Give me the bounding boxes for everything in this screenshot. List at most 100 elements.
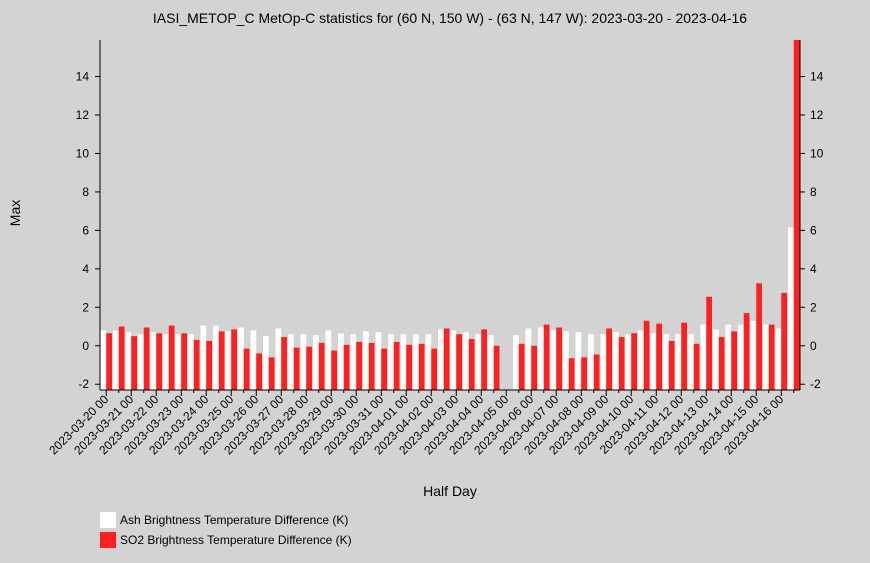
bar <box>625 334 632 390</box>
bar <box>388 334 394 390</box>
bar <box>318 342 325 390</box>
bar <box>263 336 269 390</box>
y2-tick-label: 0 <box>810 339 817 353</box>
bar <box>675 334 682 390</box>
bar <box>468 339 475 390</box>
bar <box>106 333 112 390</box>
y-tick-label: 0 <box>82 339 89 353</box>
bar <box>656 323 662 390</box>
y-tick-label: 6 <box>82 223 89 237</box>
bar <box>481 329 487 390</box>
bar <box>331 350 337 390</box>
bar <box>593 354 600 390</box>
bar <box>231 329 237 390</box>
bar <box>293 347 300 390</box>
bar <box>375 332 382 390</box>
y-axis-label: Max <box>7 200 23 226</box>
bar <box>568 358 575 390</box>
legend-swatch <box>100 512 116 528</box>
bar <box>493 345 500 390</box>
y-tick-label: 12 <box>76 108 90 122</box>
bar <box>350 334 357 390</box>
legend-label: Ash Brightness Temperature Difference (K… <box>120 513 348 527</box>
bar <box>781 292 787 390</box>
y-tick-label: 8 <box>82 185 89 199</box>
bar <box>181 333 187 390</box>
y-tick-label: 14 <box>76 70 90 84</box>
bar <box>225 331 232 390</box>
bar <box>613 332 619 390</box>
bar <box>188 334 194 390</box>
bar <box>393 341 400 390</box>
bar <box>793 40 800 390</box>
bar <box>543 324 550 390</box>
bar <box>450 330 457 390</box>
bar <box>706 296 712 390</box>
bar <box>775 328 782 390</box>
y2-tick-label: 14 <box>810 70 824 84</box>
bar <box>618 337 625 390</box>
bar <box>200 325 207 390</box>
bar <box>600 334 607 390</box>
y-tick-label: 2 <box>82 300 89 314</box>
bar <box>438 329 444 390</box>
bar <box>288 334 294 390</box>
y-tick-label: 4 <box>82 262 89 276</box>
bar <box>113 330 119 390</box>
bar <box>518 343 525 390</box>
bar <box>168 325 175 390</box>
bar <box>575 332 582 390</box>
bar <box>475 334 482 390</box>
bar <box>281 337 287 390</box>
bar <box>718 337 725 390</box>
bar <box>418 343 425 390</box>
y2-tick-label: 2 <box>810 300 817 314</box>
bar <box>750 320 757 390</box>
bar <box>631 333 637 390</box>
y-tick-label: 10 <box>76 146 90 160</box>
bar <box>131 336 137 390</box>
bar <box>250 330 257 390</box>
y2-tick-label: 12 <box>810 108 824 122</box>
bar <box>643 320 650 390</box>
bar <box>456 334 462 390</box>
bar <box>488 335 494 390</box>
y2-tick-label: 10 <box>810 146 824 160</box>
bar <box>743 313 750 390</box>
bar <box>243 348 250 390</box>
bar <box>638 330 644 390</box>
bar <box>413 334 419 390</box>
bar <box>256 353 262 390</box>
bar <box>268 357 275 390</box>
bar <box>663 334 669 390</box>
bar <box>138 334 144 390</box>
bar <box>581 357 587 390</box>
bar <box>193 340 200 390</box>
bar <box>218 331 225 390</box>
bar <box>118 326 125 390</box>
bar <box>300 334 307 390</box>
bar <box>713 329 719 390</box>
bar <box>443 328 450 390</box>
bar <box>381 348 387 390</box>
legend-label: SO2 Brightness Temperature Difference (K… <box>120 533 352 547</box>
bar <box>156 333 162 390</box>
bar <box>100 330 107 390</box>
bar <box>525 328 532 390</box>
bar <box>425 334 432 390</box>
bar <box>400 334 407 390</box>
bar <box>550 330 557 390</box>
bar <box>338 333 344 390</box>
bar <box>431 348 437 390</box>
bar <box>356 341 362 390</box>
x-axis-label: Half Day <box>423 483 477 499</box>
bar <box>463 332 469 390</box>
bar <box>125 332 132 390</box>
bar <box>531 345 537 390</box>
bar <box>650 333 657 390</box>
bar <box>538 327 544 390</box>
bar <box>693 343 700 390</box>
bar <box>275 328 282 390</box>
y2-tick-label: 8 <box>810 185 817 199</box>
